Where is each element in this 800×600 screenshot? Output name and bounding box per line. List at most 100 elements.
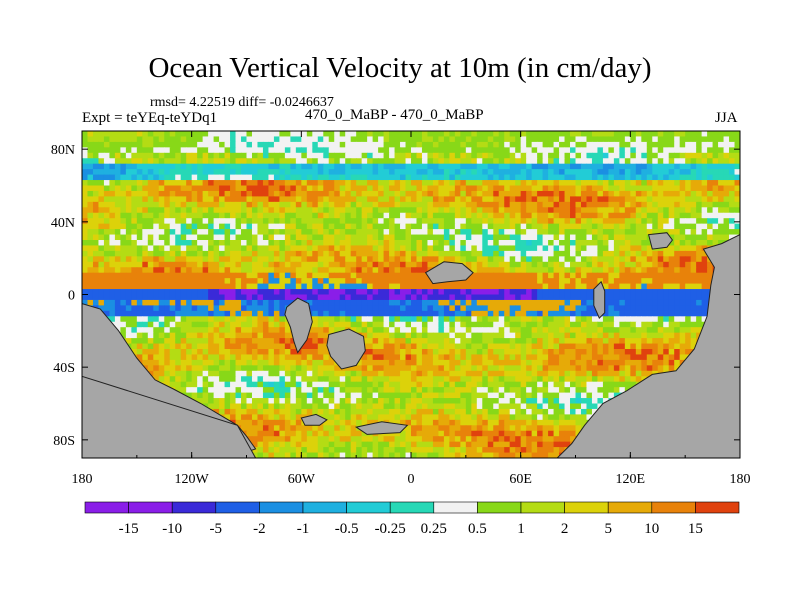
field-cell — [400, 218, 407, 225]
field-cell — [241, 321, 248, 328]
field-cell — [443, 332, 450, 339]
field-cell — [685, 261, 692, 268]
field-cell — [164, 327, 171, 334]
field-cell — [158, 207, 165, 214]
field-cell — [378, 310, 385, 317]
field-cell — [559, 349, 566, 356]
field-cell — [230, 218, 237, 225]
field-cell — [367, 223, 374, 230]
field-cell — [219, 158, 226, 165]
field-cell — [230, 294, 237, 301]
field-cell — [136, 316, 143, 323]
field-cell — [564, 212, 571, 219]
field-cell — [548, 196, 555, 203]
field-cell — [109, 201, 116, 208]
field-cell — [367, 158, 374, 165]
field-cell — [416, 256, 423, 263]
field-cell — [460, 163, 467, 170]
field-cell — [630, 163, 637, 170]
field-cell — [317, 267, 324, 274]
field-cell — [482, 267, 489, 274]
field-cell — [400, 185, 407, 192]
field-cell — [591, 218, 599, 225]
field-cell — [383, 223, 390, 230]
field-cell — [553, 218, 560, 225]
field-cell — [608, 321, 615, 328]
field-cell — [438, 207, 445, 214]
field-cell — [389, 289, 396, 296]
field-cell — [301, 256, 308, 263]
field-cell — [312, 294, 319, 301]
field-cell — [663, 267, 670, 274]
field-cell — [202, 158, 209, 165]
field-cell — [641, 212, 648, 219]
field-cell — [416, 174, 423, 181]
field-cell — [273, 229, 280, 236]
field-cell — [142, 299, 149, 306]
field-cell — [164, 136, 171, 143]
field-cell — [153, 174, 160, 181]
field-cell — [498, 310, 505, 317]
field-cell — [197, 190, 204, 197]
field-cell — [175, 299, 182, 306]
field-cell — [427, 299, 434, 306]
field-cell — [646, 245, 653, 252]
field-cell — [542, 343, 549, 350]
field-cell — [701, 240, 708, 247]
field-cell — [246, 272, 253, 279]
field-cell — [306, 234, 313, 241]
field-cell — [103, 267, 111, 274]
field-cell — [213, 196, 220, 203]
field-cell — [679, 207, 686, 214]
field-cell — [411, 152, 418, 159]
field-cell — [674, 158, 681, 165]
field-cell — [504, 316, 511, 323]
field-cell — [120, 261, 127, 268]
field-cell — [273, 152, 280, 159]
field-cell — [339, 256, 346, 263]
field-cell — [504, 267, 511, 274]
field-cell — [295, 256, 302, 263]
field-cell — [87, 147, 94, 154]
field-cell — [334, 240, 341, 247]
field-cell — [142, 136, 149, 143]
field-cell — [389, 338, 396, 345]
field-cell — [602, 158, 609, 165]
field-cell — [230, 180, 237, 187]
field-cell — [312, 180, 319, 187]
field-cell — [136, 272, 143, 279]
field-cell — [493, 136, 500, 143]
field-cell — [701, 261, 708, 268]
field-cell — [257, 338, 264, 345]
field-cell — [619, 212, 626, 219]
field-cell — [103, 180, 111, 187]
field-cell — [591, 196, 599, 203]
field-cell — [301, 289, 308, 296]
field-cell — [197, 174, 204, 181]
field-cell — [87, 278, 94, 285]
field-cell — [235, 256, 242, 263]
field-cell — [624, 240, 631, 247]
field-cell — [619, 278, 626, 285]
field-cell — [679, 250, 686, 257]
field-cell — [575, 180, 582, 187]
field-cell — [454, 234, 461, 241]
field-cell — [164, 294, 171, 301]
field-cell — [405, 174, 412, 181]
field-cell — [284, 321, 291, 328]
field-cell — [476, 185, 483, 192]
field-cell — [685, 169, 692, 176]
field-cell — [400, 338, 407, 345]
field-cell — [197, 152, 204, 159]
field-cell — [235, 196, 242, 203]
field-cell — [712, 174, 719, 181]
field-cell — [241, 240, 248, 247]
field-cell — [268, 321, 275, 328]
field-cell — [120, 283, 127, 290]
field-cell — [515, 158, 522, 165]
field-cell — [421, 338, 429, 345]
field-cell — [120, 174, 127, 181]
field-cell — [92, 152, 100, 159]
field-cell — [273, 131, 280, 138]
field-cell — [515, 190, 522, 197]
